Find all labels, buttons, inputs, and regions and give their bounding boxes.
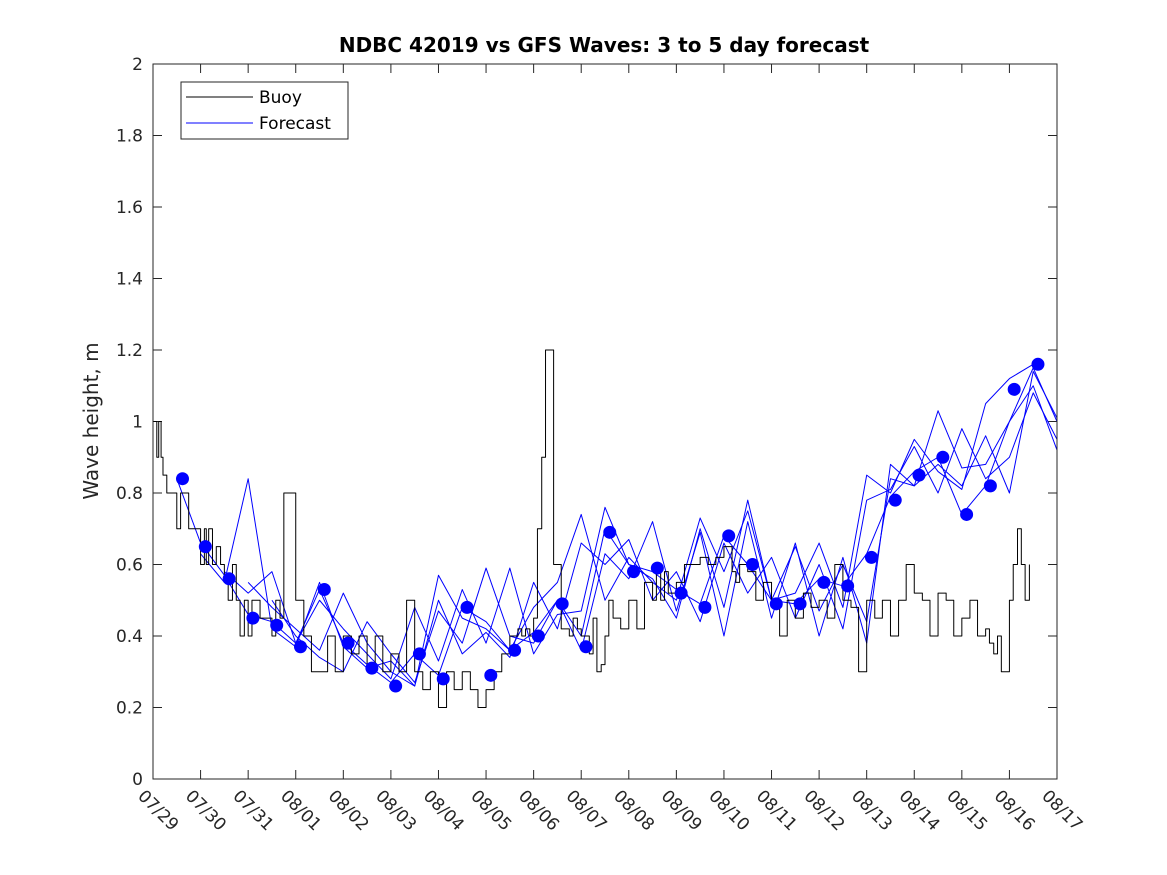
forecast-marker — [1007, 382, 1021, 396]
forecast-marker — [888, 493, 902, 507]
forecast-marker — [841, 579, 855, 593]
forecast-marker — [745, 558, 759, 571]
forecast-marker — [341, 636, 355, 650]
forecast-marker — [793, 597, 807, 611]
y-tick-label: 1.6 — [116, 198, 143, 218]
forecast-marker — [246, 611, 260, 625]
forecast-marker — [1031, 357, 1045, 371]
y-tick-label: 0.8 — [116, 484, 143, 504]
y-tick-label: 0.4 — [116, 627, 143, 647]
forecast-marker — [484, 668, 498, 682]
y-axis-label: Wave height, m — [79, 342, 103, 499]
forecast-marker — [270, 618, 284, 632]
forecast-marker — [650, 561, 664, 575]
forecast-marker — [389, 679, 403, 693]
buoy-series-line — [153, 349, 1030, 708]
legend-buoy-label: Buoy — [259, 88, 302, 108]
legend-forecast-label: Forecast — [259, 114, 331, 134]
y-tick-label: 0.6 — [116, 556, 143, 576]
y-tick-label: 1.8 — [116, 127, 143, 147]
forecast-marker — [817, 575, 831, 589]
axes-box — [152, 63, 1058, 780]
forecast-series-line-2 — [200, 363, 1034, 687]
forecast-marker — [627, 565, 641, 579]
forecast-marker — [222, 572, 236, 586]
forecast-marker — [412, 647, 426, 661]
forecast-marker — [460, 600, 474, 614]
forecast-marker — [960, 507, 974, 521]
forecast-marker — [531, 629, 545, 643]
forecast-marker — [674, 586, 688, 600]
forecast-marker — [293, 640, 307, 654]
forecast-series-line-1 — [176, 385, 1058, 683]
forecast-marker — [864, 550, 878, 564]
y-tick-label: 0.2 — [116, 699, 143, 719]
y-tick-label: 1.2 — [116, 341, 143, 361]
chart-title: NDBC 42019 vs GFS Waves: 3 to 5 day fore… — [339, 33, 870, 57]
forecast-marker — [198, 540, 212, 554]
plot-area — [153, 64, 1057, 779]
forecast-marker — [365, 661, 379, 675]
forecast-marker — [175, 472, 189, 486]
forecast-marker — [436, 672, 450, 686]
y-tick-label: 2 — [132, 55, 143, 75]
forecast-marker — [508, 643, 522, 657]
y-tick-label: 0 — [132, 770, 143, 790]
forecast-marker — [698, 600, 712, 614]
forecast-marker — [579, 640, 593, 654]
forecast-marker — [936, 450, 950, 464]
forecast-marker — [317, 583, 331, 597]
y-tick-label: 1.4 — [116, 270, 143, 290]
forecast-marker — [912, 468, 926, 482]
forecast-marker — [722, 529, 736, 543]
forecast-marker — [603, 525, 617, 539]
forecast-marker — [555, 597, 569, 611]
y-tick-label: 1 — [132, 413, 143, 433]
forecast-markers — [175, 357, 1045, 693]
forecast-series-line-5 — [271, 370, 1058, 683]
forecast-marker — [983, 479, 997, 493]
legend-box — [180, 81, 349, 140]
legend: Buoy Forecast — [180, 81, 349, 140]
forecast-marker — [769, 597, 783, 611]
buoy-line — [153, 349, 1030, 708]
